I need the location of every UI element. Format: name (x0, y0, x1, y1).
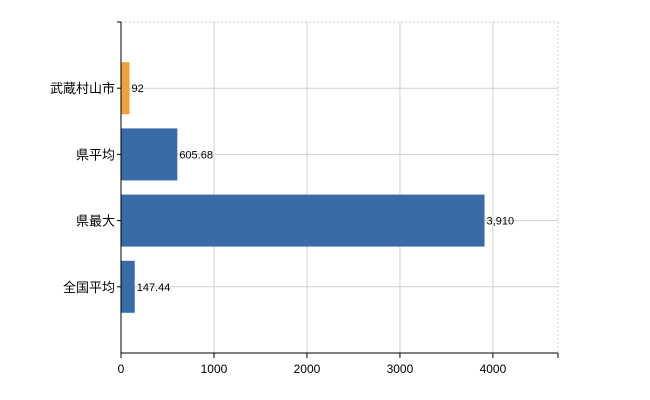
bars (121, 62, 485, 313)
bar-1 (121, 128, 178, 181)
x-tick-label-3000: 3000 (387, 362, 414, 376)
x-tick-label-0: 0 (118, 362, 125, 376)
grid (121, 21, 559, 353)
bar-3 (121, 260, 135, 313)
x-tick-label-4000: 4000 (480, 362, 507, 376)
bar-2 (121, 194, 485, 247)
category-label-2: 県最大 (76, 215, 115, 230)
category-label-1: 県平均 (76, 148, 115, 163)
x-tick-label-2000: 2000 (294, 362, 321, 376)
data-label-2: 3,910 (487, 216, 515, 228)
labels: 92 武蔵村山市 605.68 県平均 3,910 県最大 147.44 全国平均 0 1000 2… (50, 81, 514, 376)
axes (117, 21, 559, 358)
bar-0 (121, 62, 130, 115)
data-label-1: 605.68 (179, 149, 213, 161)
data-label-3: 147.44 (137, 282, 171, 294)
category-label-3: 全国平均 (63, 280, 115, 296)
x-tick-label-1000: 1000 (201, 362, 228, 376)
data-label-0: 92 (132, 83, 144, 95)
category-label-0: 武蔵村山市 (50, 81, 115, 97)
